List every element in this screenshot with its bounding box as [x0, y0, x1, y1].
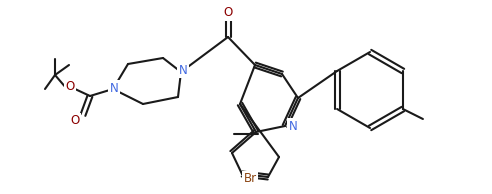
Text: N: N	[289, 120, 297, 133]
Text: N: N	[110, 81, 119, 94]
Text: O: O	[70, 114, 80, 127]
Text: O: O	[223, 7, 233, 20]
Text: N: N	[179, 63, 187, 76]
Text: O: O	[65, 81, 75, 94]
Text: Br: Br	[244, 172, 256, 185]
